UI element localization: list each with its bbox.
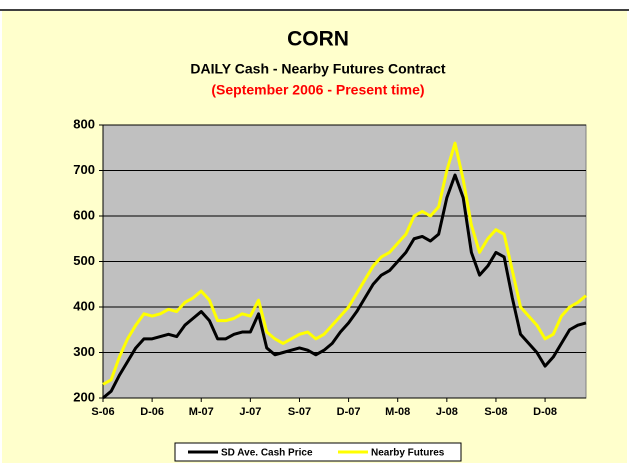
y-tick-label: 800 xyxy=(73,116,95,131)
x-tick-label: J-07 xyxy=(239,406,261,418)
legend-label: SD Ave. Cash Price xyxy=(221,448,313,459)
y-tick-label: 700 xyxy=(73,162,95,177)
y-tick-label: 400 xyxy=(73,298,95,313)
y-tick-label: 600 xyxy=(73,207,95,222)
x-tick-label: J-08 xyxy=(436,406,458,418)
y-tick-label: 500 xyxy=(73,253,95,268)
x-tick-label: S-07 xyxy=(288,406,311,418)
series-line xyxy=(102,141,587,386)
x-tick-label: D-07 xyxy=(337,406,361,418)
x-tick-label: M-07 xyxy=(189,406,214,418)
x-tick-label: S-06 xyxy=(91,406,114,418)
chart-subtitle-2: (September 2006 - Present time) xyxy=(211,82,424,98)
series-line xyxy=(102,173,587,400)
legend-label: Nearby Futures xyxy=(371,448,445,459)
x-tick-label: D-06 xyxy=(140,406,164,418)
x-tick-label: M-08 xyxy=(385,406,410,418)
y-tick-label: 200 xyxy=(73,389,95,404)
x-tick-label: S-08 xyxy=(484,406,507,418)
y-tick-label: 300 xyxy=(73,344,95,359)
chart-subtitle: DAILY Cash - Nearby Futures Contract xyxy=(190,61,446,77)
x-tick-label: D-08 xyxy=(533,406,557,418)
chart-title: CORN xyxy=(287,28,349,51)
legend xyxy=(174,442,462,462)
